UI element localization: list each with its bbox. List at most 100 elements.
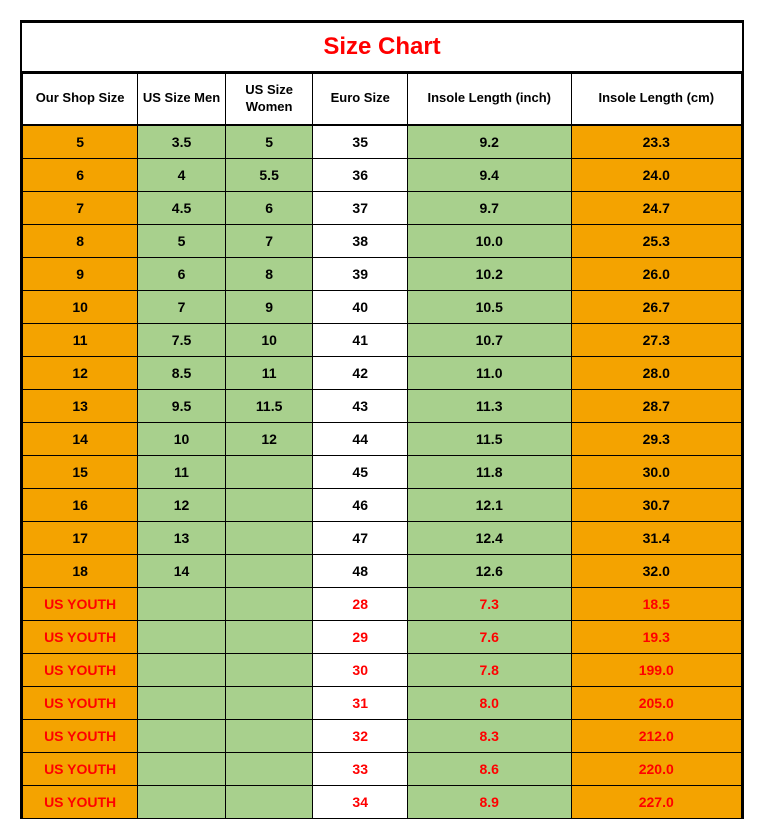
- cell-us_w: 5: [225, 125, 313, 159]
- cell-inch: 8.3: [407, 719, 571, 752]
- col-header-inch: Insole Length (inch): [407, 74, 571, 125]
- cell-cm: 205.0: [571, 686, 741, 719]
- cell-us_w: [225, 587, 313, 620]
- cell-inch: 9.2: [407, 125, 571, 159]
- cell-us_m: 7: [138, 290, 226, 323]
- cell-cm: 220.0: [571, 752, 741, 785]
- cell-us_m: [138, 686, 226, 719]
- cell-us_w: 5.5: [225, 158, 313, 191]
- table-body: 53.55359.223.3645.5369.424.074.56379.724…: [23, 125, 742, 819]
- cell-shop: 14: [23, 422, 138, 455]
- table-row: US YOUTH297.619.3: [23, 620, 742, 653]
- cell-us_m: 12: [138, 488, 226, 521]
- cell-inch: 7.8: [407, 653, 571, 686]
- cell-cm: 24.7: [571, 191, 741, 224]
- table-row: 1410124411.529.3: [23, 422, 742, 455]
- cell-euro: 35: [313, 125, 408, 159]
- cell-shop: US YOUTH: [23, 653, 138, 686]
- cell-us_w: [225, 686, 313, 719]
- cell-inch: 12.1: [407, 488, 571, 521]
- cell-us_w: [225, 785, 313, 818]
- cell-shop: 15: [23, 455, 138, 488]
- cell-inch: 9.4: [407, 158, 571, 191]
- cell-cm: 27.3: [571, 323, 741, 356]
- cell-us_w: 6: [225, 191, 313, 224]
- cell-inch: 9.7: [407, 191, 571, 224]
- cell-cm: 18.5: [571, 587, 741, 620]
- cell-euro: 46: [313, 488, 408, 521]
- cell-shop: 7: [23, 191, 138, 224]
- cell-shop: 8: [23, 224, 138, 257]
- cell-us_w: [225, 488, 313, 521]
- cell-us_m: 8.5: [138, 356, 226, 389]
- cell-us_m: 9.5: [138, 389, 226, 422]
- cell-euro: 30: [313, 653, 408, 686]
- cell-us_w: [225, 455, 313, 488]
- cell-cm: 24.0: [571, 158, 741, 191]
- cell-shop: US YOUTH: [23, 686, 138, 719]
- cell-us_w: 10: [225, 323, 313, 356]
- cell-inch: 10.2: [407, 257, 571, 290]
- cell-inch: 8.0: [407, 686, 571, 719]
- table-row: 53.55359.223.3: [23, 125, 742, 159]
- cell-shop: 13: [23, 389, 138, 422]
- table-row: 645.5369.424.0: [23, 158, 742, 191]
- cell-euro: 29: [313, 620, 408, 653]
- cell-inch: 10.7: [407, 323, 571, 356]
- col-header-us-women: US Size Women: [225, 74, 313, 125]
- cell-cm: 28.7: [571, 389, 741, 422]
- table-row: US YOUTH287.318.5: [23, 587, 742, 620]
- cell-us_m: [138, 587, 226, 620]
- cell-us_w: 7: [225, 224, 313, 257]
- cell-us_w: 12: [225, 422, 313, 455]
- cell-shop: US YOUTH: [23, 620, 138, 653]
- cell-us_m: 3.5: [138, 125, 226, 159]
- cell-shop: US YOUTH: [23, 785, 138, 818]
- cell-inch: 12.6: [407, 554, 571, 587]
- cell-inch: 11.3: [407, 389, 571, 422]
- cell-cm: 227.0: [571, 785, 741, 818]
- table-row: US YOUTH307.8199.0: [23, 653, 742, 686]
- cell-us_m: 11: [138, 455, 226, 488]
- col-header-us-men: US Size Men: [138, 74, 226, 125]
- cell-us_m: [138, 620, 226, 653]
- cell-shop: 17: [23, 521, 138, 554]
- cell-cm: 212.0: [571, 719, 741, 752]
- cell-us_w: 8: [225, 257, 313, 290]
- cell-cm: 31.4: [571, 521, 741, 554]
- table-row: 139.511.54311.328.7: [23, 389, 742, 422]
- cell-euro: 42: [313, 356, 408, 389]
- cell-euro: 39: [313, 257, 408, 290]
- table-header-row: Our Shop Size US Size Men US Size Women …: [23, 74, 742, 125]
- table-row: 15114511.830.0: [23, 455, 742, 488]
- cell-inch: 10.5: [407, 290, 571, 323]
- cell-us_m: 5: [138, 224, 226, 257]
- table-row: US YOUTH328.3212.0: [23, 719, 742, 752]
- cell-us_m: 14: [138, 554, 226, 587]
- cell-us_w: 11: [225, 356, 313, 389]
- table-row: 17134712.431.4: [23, 521, 742, 554]
- table-row: 9683910.226.0: [23, 257, 742, 290]
- cell-euro: 40: [313, 290, 408, 323]
- table-row: 18144812.632.0: [23, 554, 742, 587]
- cell-cm: 30.7: [571, 488, 741, 521]
- cell-us_w: 9: [225, 290, 313, 323]
- table-row: US YOUTH348.9227.0: [23, 785, 742, 818]
- cell-inch: 11.0: [407, 356, 571, 389]
- table-row: 8573810.025.3: [23, 224, 742, 257]
- chart-title: Size Chart: [22, 22, 742, 73]
- cell-inch: 11.8: [407, 455, 571, 488]
- cell-us_m: 7.5: [138, 323, 226, 356]
- cell-euro: 28: [313, 587, 408, 620]
- cell-shop: 5: [23, 125, 138, 159]
- cell-euro: 34: [313, 785, 408, 818]
- col-header-shop: Our Shop Size: [23, 74, 138, 125]
- cell-us_w: [225, 521, 313, 554]
- cell-inch: 12.4: [407, 521, 571, 554]
- cell-euro: 47: [313, 521, 408, 554]
- cell-cm: 26.7: [571, 290, 741, 323]
- cell-us_w: [225, 554, 313, 587]
- cell-cm: 23.3: [571, 125, 741, 159]
- cell-us_w: [225, 719, 313, 752]
- size-chart-table: Our Shop Size US Size Men US Size Women …: [22, 73, 742, 819]
